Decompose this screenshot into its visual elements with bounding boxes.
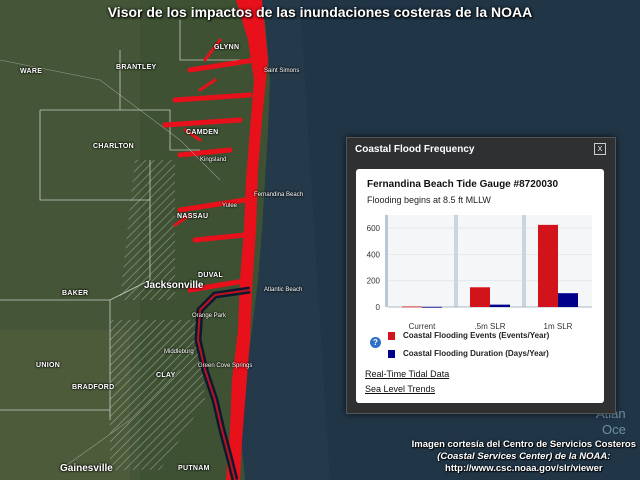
legend-events-swatch xyxy=(388,331,395,340)
city-label-orange-park: Orange Park xyxy=(192,313,227,319)
chart-ytick-label: 200 xyxy=(367,277,381,286)
county-label-brantley: BRANTLEY xyxy=(116,64,157,71)
chart-xtick-label: .5m SLR xyxy=(474,322,505,329)
county-label-glynn: GLYNN xyxy=(214,44,240,51)
real-time-tidal-data-link[interactable]: Real-Time Tidal Data xyxy=(365,369,450,379)
city-label-fernandina-beach: Fernandina Beach xyxy=(254,192,304,198)
chart-y-axis-bar xyxy=(385,215,388,307)
legend-events-label: Coastal Flooding Events (Events/Year) xyxy=(403,331,550,340)
city-label-jacksonville: Jacksonville xyxy=(144,280,204,291)
legend-duration-label: Coastal Flooding Duration (Days/Year) xyxy=(403,349,549,358)
city-label-yulee: Yulee xyxy=(222,203,238,209)
legend-duration: Coastal Flooding Duration (Days/Year) xyxy=(388,349,549,358)
chart-bar-duration xyxy=(558,293,578,307)
city-label-gainesville: Gainesville xyxy=(60,463,113,474)
chart-ytick-label: 600 xyxy=(367,224,381,233)
county-label-nassau: NASSAU xyxy=(177,213,209,220)
chart-bar-events xyxy=(538,224,558,307)
chart-xtick-label: Current xyxy=(409,322,436,329)
legend-events: Coastal Flooding Events (Events/Year) xyxy=(388,331,549,340)
credit-line-1: Imagen cortesía del Centro de Servicios … xyxy=(411,439,636,450)
chart-ytick-label: 0 xyxy=(376,303,381,312)
county-label-baker: BAKER xyxy=(62,290,89,297)
city-label-kingsland: Kingsland xyxy=(200,157,227,163)
chart-xtick-label: 1m SLR xyxy=(544,322,573,329)
flood-frequency-chart: 0 200 400 600 Current .5m SLR 1m SLR xyxy=(367,215,592,329)
chart-ytick-label: 400 xyxy=(367,250,381,259)
flooding-threshold-text: Flooding begins at 8.5 ft MLLW xyxy=(367,195,491,205)
chart-category-separator xyxy=(454,215,458,307)
panel-content-card: Fernandina Beach Tide Gauge #8720030 Flo… xyxy=(356,169,604,403)
county-label-charlton: CHARLTON xyxy=(93,143,135,150)
panel-title: Coastal Flood Frequency xyxy=(355,144,475,155)
county-label-camden: CAMDEN xyxy=(186,129,219,136)
chart-bar-duration xyxy=(422,306,442,308)
city-label-saint-simons: Saint Simons xyxy=(264,68,300,74)
county-label-clay: CLAY xyxy=(156,372,176,379)
image-credit: Imagen cortesía del Centro de Servicios … xyxy=(412,439,636,475)
flood-extent xyxy=(226,0,268,480)
close-button[interactable]: x xyxy=(594,143,606,155)
county-label-duval: DUVAL xyxy=(198,272,224,279)
legend-duration-swatch xyxy=(388,349,395,358)
chart-bar-duration xyxy=(490,304,510,307)
city-label-green-cove-springs: Green Cove Springs xyxy=(198,363,253,369)
coastal-flood-frequency-panel: Coastal Flood Frequency x Fernandina Bea… xyxy=(346,137,616,414)
city-label-atlantic-beach: Atlantic Beach xyxy=(264,287,303,293)
sea-level-trends-link[interactable]: Sea Level Trends xyxy=(365,384,436,394)
info-icon[interactable]: ? xyxy=(370,337,381,348)
county-label-putnam: PUTNAM xyxy=(178,465,210,472)
county-label-union: UNION xyxy=(36,362,61,369)
credit-line-2: (Coastal Services Center) de la NOAA: xyxy=(437,451,611,462)
chart-bar-events xyxy=(470,287,490,307)
credit-line-3: http://www.csc.noaa.gov/slr/viewer xyxy=(445,463,603,474)
ocean-label-line2: Oce xyxy=(602,422,626,437)
county-label-bradford: BRADFORD xyxy=(72,384,115,391)
county-label-ware: WARE xyxy=(20,68,43,75)
gauge-title: Fernandina Beach Tide Gauge #8720030 xyxy=(367,179,559,190)
viewer-title: Visor de los impactos de las inundacione… xyxy=(107,4,533,20)
chart-category-separator xyxy=(522,215,526,307)
city-label-middleburg: Middleburg xyxy=(164,349,194,355)
chart-bar-events xyxy=(402,306,422,308)
